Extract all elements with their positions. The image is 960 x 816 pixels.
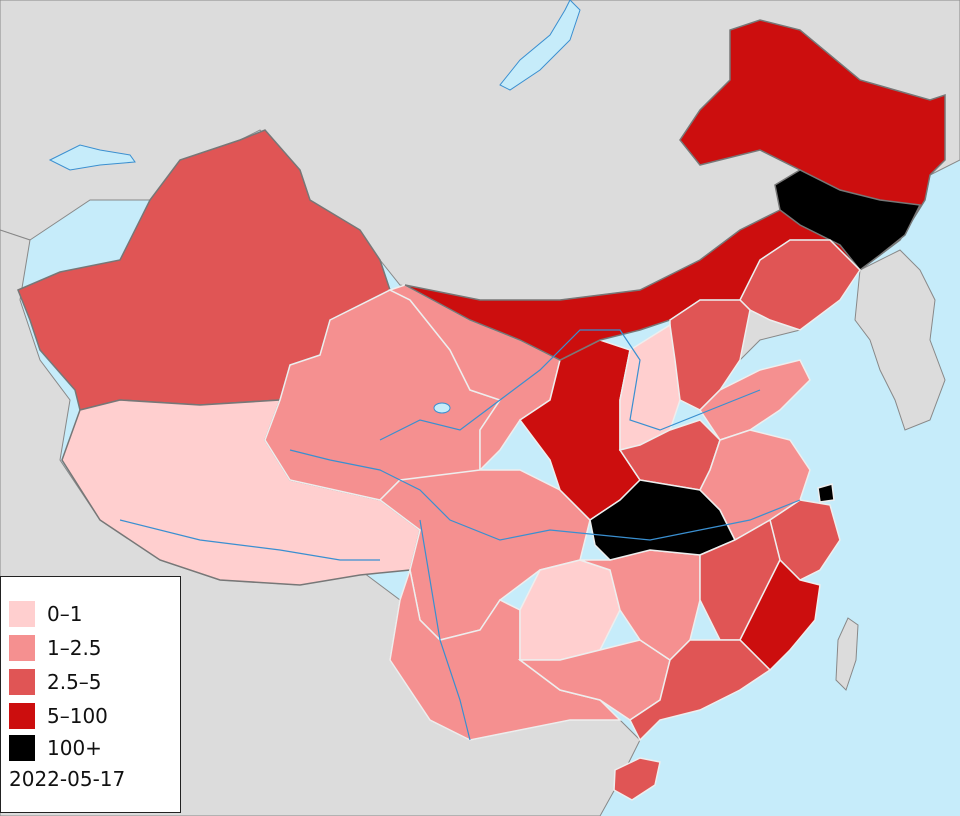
korea-land [854,249,946,431]
taiwan-island [835,617,859,691]
qinghai-lake [433,402,451,414]
legend-item-4: 100+ [9,735,102,761]
yangtze-river [289,449,801,541]
legend-item-1: 1–2.5 [9,635,102,661]
region-jilin [774,169,922,272]
legend-label-0: 0–1 [47,602,83,626]
tibet-river [119,519,380,561]
legend-item-0: 0–1 [9,601,82,627]
balkhash-lake [48,144,136,171]
legend-swatch-2 [9,669,35,695]
region-hainan [613,757,661,801]
region-guangdong [629,639,772,742]
yellow-river [379,329,761,441]
legend: 0–1 1–2.5 2.5–5 5–100 100+ 2022-05-17 [0,576,181,813]
southwest-river [419,519,471,741]
legend-date: 2022-05-17 [9,767,126,791]
legend-swatch-3 [9,703,35,729]
legend-swatch-0 [9,601,35,627]
legend-swatch-4 [9,735,35,761]
legend-label-3: 5–100 [47,704,108,728]
legend-label-2: 2.5–5 [47,670,102,694]
region-shanghai [817,483,835,503]
legend-item-3: 5–100 [9,703,108,729]
legend-label-4: 100+ [47,736,102,760]
legend-item-2: 2.5–5 [9,669,102,695]
region-inner-mongolia [404,19,946,361]
legend-swatch-1 [9,635,35,661]
region-liaoning [739,239,861,331]
legend-label-1: 1–2.5 [47,636,102,660]
baikal-lake [499,0,581,91]
